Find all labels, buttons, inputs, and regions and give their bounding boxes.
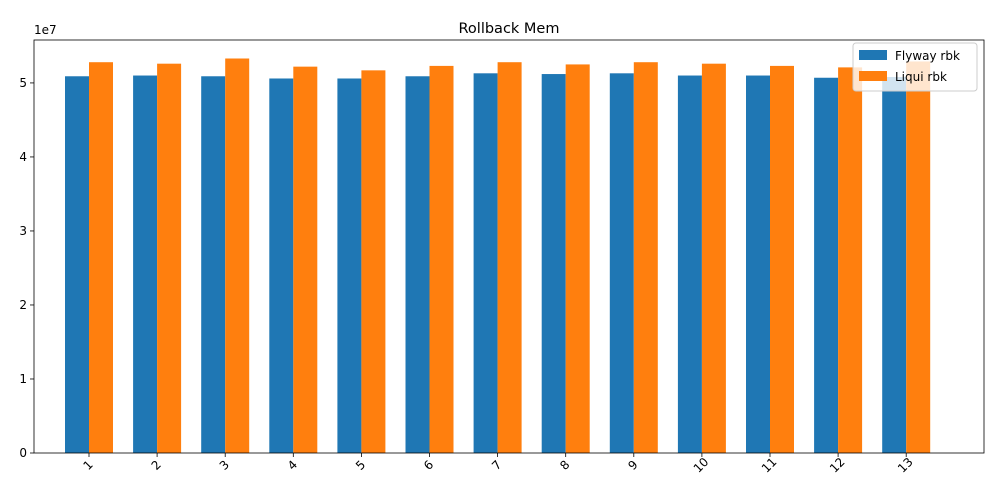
bar-flyway-9 (609, 73, 634, 453)
y-tick-label: 2 (19, 298, 27, 312)
y-tick-label: 0 (19, 446, 27, 460)
bars-layer (65, 58, 931, 454)
y-tick-label: 3 (19, 224, 27, 238)
legend-label: Flyway rbk (895, 49, 960, 63)
x-tick-label: 5 (353, 458, 368, 473)
bar-liqui-4 (293, 66, 318, 453)
x-tick-label: 2 (149, 458, 164, 473)
legend-swatch (859, 71, 887, 81)
x-tick-label: 1 (81, 458, 96, 473)
legend: Flyway rbk Liqui rbk (852, 42, 978, 92)
bar-flyway-4 (269, 78, 294, 453)
bar-flyway-12 (814, 77, 839, 453)
bar-liqui-3 (225, 58, 250, 453)
axes-frame (33, 39, 985, 454)
bar-liqui-1 (89, 62, 113, 454)
x-tick-label: 13 (895, 455, 916, 476)
bar-flyway-10 (677, 75, 702, 453)
bar-liqui-9 (633, 62, 658, 454)
x-tick-label: 9 (625, 458, 640, 473)
x-tick-label: 10 (691, 455, 712, 476)
bar-liqui-2 (157, 63, 182, 453)
bar-liqui-11 (770, 65, 794, 453)
legend-label: Liqui rbk (895, 70, 947, 84)
legend-swatch (859, 50, 887, 60)
x-axis-ticks: 1 2 3 4 5 6 7 8 9 10 11 12 13 (81, 453, 916, 476)
x-tick-label: 3 (217, 458, 232, 473)
bar-flyway-7 (473, 73, 498, 453)
x-tick-label: 4 (285, 458, 300, 473)
bar-flyway-5 (337, 78, 362, 453)
chart-title: Rollback Mem (459, 21, 560, 37)
y-axis-ticks: 0 1 2 3 4 5 (19, 76, 34, 460)
x-tick-label: 12 (827, 455, 848, 476)
bar-flyway-8 (541, 74, 566, 453)
bar-flyway-6 (405, 76, 430, 453)
x-tick-label: 6 (421, 458, 436, 473)
bar-flyway-13 (882, 77, 907, 453)
x-tick-label: 11 (759, 455, 780, 476)
y-tick-label: 5 (19, 76, 27, 90)
bar-liqui-8 (565, 64, 590, 453)
bar-liqui-12 (838, 67, 863, 453)
y-tick-label: 4 (19, 150, 27, 164)
x-tick-label: 8 (557, 458, 572, 473)
bar-flyway-2 (133, 75, 158, 453)
bar-liqui-6 (429, 65, 454, 453)
bar-flyway-11 (746, 75, 770, 453)
bar-liqui-13 (906, 61, 931, 453)
bar-liqui-7 (497, 62, 522, 454)
y-tick-label: 1 (19, 372, 27, 386)
bar-liqui-10 (701, 63, 726, 453)
bar-flyway-1 (65, 76, 89, 453)
bar-liqui-5 (361, 70, 386, 453)
bar-flyway-3 (201, 76, 226, 453)
x-tick-label: 7 (489, 458, 504, 473)
y-offset-label: 1e7 (34, 23, 57, 37)
